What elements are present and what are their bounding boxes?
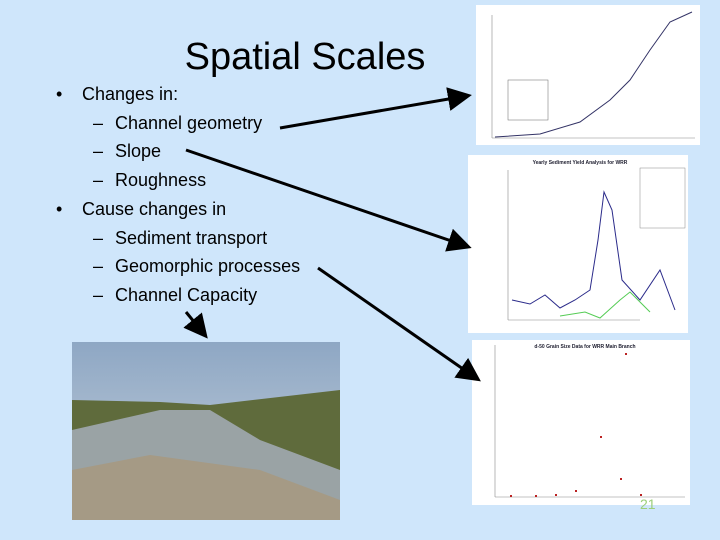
- arrows: [183, 87, 481, 382]
- bullet-marker: –: [93, 141, 104, 162]
- bullet-text: Changes in:: [82, 84, 179, 104]
- bullet-marker: –: [93, 170, 104, 191]
- bullet-text: Slope: [115, 141, 162, 162]
- sub-bullet: – Roughness: [93, 170, 206, 191]
- bullet: • Changes in:: [56, 84, 178, 105]
- sub-bullet: – Sediment transport: [93, 228, 267, 249]
- figure-sediment-yield: Yearly Sediment Yield Analysis for WRR: [468, 155, 688, 333]
- bullet-text: Roughness: [115, 170, 207, 191]
- sub-bullet: – Geomorphic processes: [93, 256, 300, 277]
- bullet-text: Geomorphic processes: [115, 256, 301, 277]
- bullet-marker: •: [56, 198, 63, 219]
- bullet-text: Cause changes in: [82, 198, 227, 219]
- sub-bullet: – Channel Capacity: [93, 285, 257, 306]
- bullet: • Cause changes in: [56, 199, 226, 220]
- page-number: 21: [640, 496, 656, 512]
- figure-title: d-50 Grain Size Data for WRR Main Branch: [534, 344, 635, 350]
- bullet-marker: –: [93, 227, 104, 248]
- figure-sediment-stack: [476, 5, 700, 145]
- figure-grain-size: d-50 Grain Size Data for WRR Main Branch: [472, 340, 690, 505]
- bullet-marker: –: [93, 284, 104, 305]
- figure-title: Yearly Sediment Yield Analysis for WRR: [533, 160, 628, 166]
- bullet-text: Sediment transport: [115, 227, 268, 248]
- slide-title: Spatial Scales: [184, 36, 426, 78]
- bullet-marker: •: [56, 84, 63, 104]
- bullet-marker: –: [93, 112, 104, 133]
- bullet-text: Channel geometry: [115, 112, 263, 133]
- bullet-marker: –: [93, 256, 104, 277]
- sub-bullet: – Slope: [93, 141, 161, 162]
- river-photo: [72, 342, 340, 520]
- sub-bullet: – Channel geometry: [93, 113, 262, 134]
- bullet-text: Channel Capacity: [115, 284, 258, 305]
